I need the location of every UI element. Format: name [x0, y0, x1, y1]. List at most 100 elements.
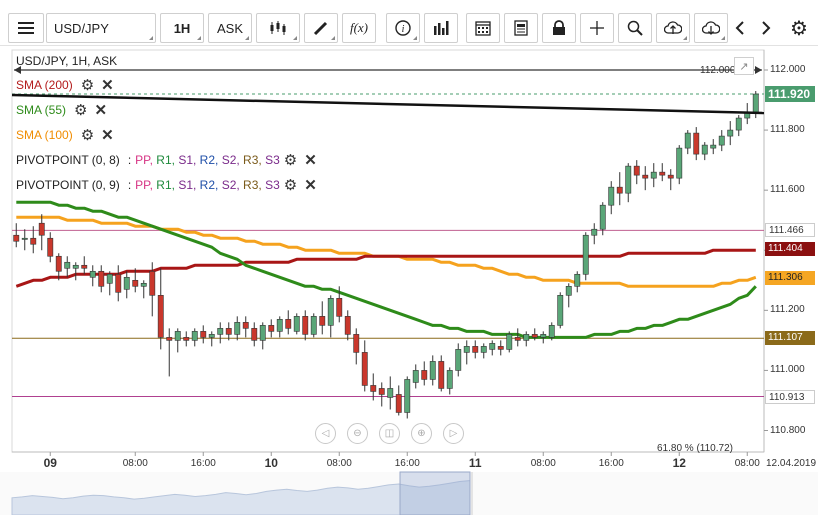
hamburger-menu-icon — [18, 22, 34, 34]
price-type-select[interactable]: ASK — [208, 13, 252, 43]
trendline-value-label: 112.000 — [700, 65, 736, 76]
close-icon[interactable]: ✕ — [94, 101, 108, 119]
close-icon[interactable]: ✕ — [101, 126, 114, 144]
candle — [276, 319, 283, 332]
volume-button[interactable] — [424, 13, 458, 43]
candle — [455, 349, 462, 371]
report-button[interactable] — [504, 13, 538, 43]
indicator-label: PIVOTPOINT (0, 9) — [16, 178, 120, 192]
crosshair-button[interactable] — [580, 13, 614, 43]
candle — [157, 295, 164, 338]
gear-icon[interactable]: ⚙ — [74, 101, 88, 119]
toolbar: USD/JPY 1H ASK f(x) i — [0, 0, 818, 46]
candle — [361, 352, 368, 386]
candle — [489, 343, 496, 350]
candle — [642, 174, 649, 179]
x-tick-label: 11 — [468, 456, 482, 470]
candle — [497, 346, 504, 350]
y-tick-label: 111.000 — [770, 364, 805, 376]
x-tick-label: 09 — [43, 456, 57, 470]
price-level-tag: 111.107 — [765, 331, 815, 346]
candle — [89, 270, 96, 278]
candle — [115, 273, 122, 293]
pivot-level-label: R1, — [156, 153, 179, 167]
y-tick-label: 111.200 — [770, 304, 805, 316]
candle — [608, 186, 615, 206]
cloud-download-icon — [702, 21, 720, 35]
expand-icon[interactable]: ↗ — [734, 57, 754, 75]
symbol-select[interactable]: USD/JPY — [46, 13, 156, 43]
candle — [174, 331, 181, 341]
pivot-level-label: S3 — [265, 153, 280, 167]
back-button[interactable] — [730, 13, 750, 43]
candle — [616, 186, 623, 194]
draw-button[interactable] — [304, 13, 338, 43]
interval-select[interactable]: 1H — [160, 13, 204, 43]
candle — [47, 237, 54, 257]
candle — [123, 276, 130, 290]
chevron-left-icon — [735, 21, 744, 35]
chart-title: USD/JPY, 1H, ASK — [16, 54, 118, 68]
candle — [30, 237, 37, 245]
candle — [599, 204, 606, 230]
candle — [55, 255, 62, 272]
candle — [727, 129, 734, 137]
indicator-pivot-9: PIVOTPOINT (0, 9) : PP, R1, S1, R2, S2, … — [16, 176, 317, 194]
pivot-separator: : — [127, 153, 132, 167]
nav-left-button[interactable]: ◁ — [315, 423, 336, 444]
trend-line — [11, 93, 765, 115]
pivot-levels: PP, R1, S1, R2, S2, R3, S3 — [135, 153, 280, 167]
close-icon[interactable]: ✕ — [304, 151, 317, 169]
chart-type-button[interactable] — [256, 13, 300, 43]
close-icon[interactable]: ✕ — [101, 76, 114, 94]
candle — [225, 328, 232, 335]
menu-button[interactable] — [8, 13, 44, 43]
current-price-tag: 111.920 — [765, 86, 815, 103]
calendar-button[interactable] — [466, 13, 500, 43]
svg-text:i: i — [402, 24, 405, 35]
pivot-level-label: R1, — [156, 178, 179, 192]
arrow-left-icon — [14, 66, 21, 74]
nav-left-icon: ◁ — [321, 428, 330, 439]
indicator-sma-55: SMA (55) ⚙ ✕ — [16, 101, 107, 119]
indicator-sma-200: SMA (200) ⚙ ✕ — [16, 76, 114, 94]
download-button[interactable] — [694, 13, 728, 43]
y-tick-label: 112.000 — [770, 64, 806, 75]
candle — [191, 331, 198, 341]
candle — [701, 144, 708, 155]
candle — [310, 316, 317, 335]
candle — [21, 237, 28, 240]
zoom-in-button[interactable]: ⊕ — [411, 423, 432, 444]
candle — [13, 234, 20, 242]
upload-button[interactable] — [656, 13, 690, 43]
candle — [387, 388, 394, 398]
close-icon[interactable]: ✕ — [304, 176, 317, 194]
candle — [693, 132, 700, 155]
zoom-out-button[interactable]: ⊖ — [347, 423, 368, 444]
info-button[interactable]: i — [386, 13, 420, 43]
candle — [404, 379, 411, 413]
price-level-tag: 111.466 — [765, 223, 815, 238]
indicator-label: SMA (100) — [16, 128, 73, 142]
pivot-level-label: S2, — [221, 153, 244, 167]
y-tick-label: 111.800 — [770, 124, 805, 136]
fit-button[interactable]: ◫ — [379, 423, 400, 444]
candle — [81, 264, 88, 269]
settings-button[interactable]: ⚙ — [786, 13, 812, 43]
candle — [140, 282, 147, 287]
lock-button[interactable] — [542, 13, 576, 43]
x-tick-label: 16:00 — [598, 458, 624, 469]
sma-55-line — [16, 200, 757, 339]
chevron-right-icon — [762, 21, 771, 35]
forward-button[interactable] — [756, 13, 776, 43]
zoom-button[interactable] — [618, 13, 652, 43]
nav-right-icon: ▷ — [449, 428, 458, 439]
gear-icon[interactable]: ⚙ — [283, 151, 298, 169]
gear-icon[interactable]: ⚙ — [80, 76, 95, 94]
nav-right-button[interactable]: ▷ — [443, 423, 464, 444]
candle — [327, 298, 334, 326]
gear-icon[interactable]: ⚙ — [80, 126, 95, 144]
gear-icon[interactable]: ⚙ — [283, 176, 298, 194]
indicators-button[interactable]: f(x) — [342, 13, 376, 43]
